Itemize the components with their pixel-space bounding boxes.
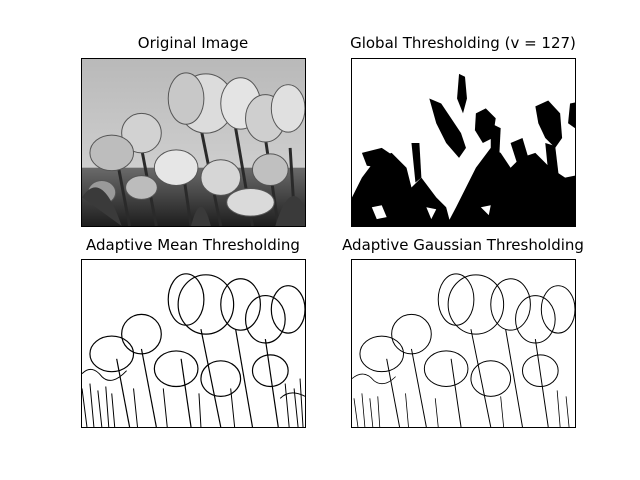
original-tulips-image (82, 59, 305, 226)
adaptive-gaussian-panel (351, 259, 576, 428)
panel-title-global: Global Thresholding (v = 127) (350, 34, 576, 52)
original-image-panel (81, 58, 306, 227)
panel-title-original: Original Image (137, 34, 249, 52)
adaptive-gaussian-image (352, 260, 575, 427)
adaptive-mean-panel (81, 259, 306, 428)
adaptive-mean-image (82, 260, 305, 427)
global-threshold-panel (351, 58, 576, 227)
global-threshold-image (352, 59, 575, 226)
panel-title-adaptive-gaussian: Adaptive Gaussian Thresholding (342, 236, 584, 254)
panel-title-adaptive-mean: Adaptive Mean Thresholding (86, 236, 300, 254)
